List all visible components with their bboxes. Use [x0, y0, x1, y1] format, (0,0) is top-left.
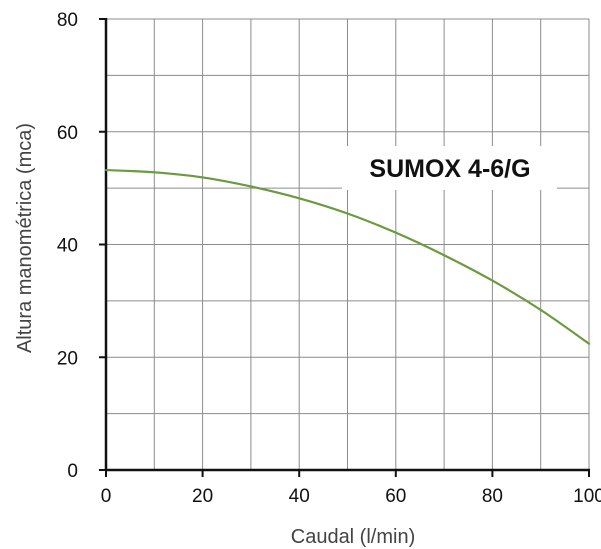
y-tick-label-80: 80: [57, 10, 78, 31]
y-tick-label-40: 40: [57, 236, 78, 257]
x-axis-title: Caudal (l/min): [291, 526, 415, 548]
series-line-0: [104, 168, 591, 345]
x-tick-label-40: 40: [289, 486, 310, 507]
x-tick-label-100: 100: [573, 486, 601, 507]
tick-marks: [99, 18, 590, 477]
y-tick-label-60: 60: [57, 123, 78, 144]
x-tick-label-0: 0: [101, 486, 112, 507]
y-axis-title: Altura manométrica (mca): [14, 123, 36, 353]
x-tick-label-20: 20: [192, 486, 213, 507]
tick-labels: 0 20 40 60 80 100 0 20 40 60 80: [57, 10, 601, 507]
y-tick-label-0: 0: [67, 461, 78, 482]
curve-label-background: [342, 146, 557, 190]
series: [104, 168, 591, 345]
y-tick-label-20: 20: [57, 348, 78, 369]
x-tick-label-80: 80: [482, 486, 503, 507]
x-tick-label-60: 60: [385, 486, 406, 507]
curve-label: SUMOX 4-6/G: [369, 155, 530, 183]
annotation: SUMOX 4-6/G: [342, 146, 557, 190]
grid-lines: [106, 18, 590, 470]
